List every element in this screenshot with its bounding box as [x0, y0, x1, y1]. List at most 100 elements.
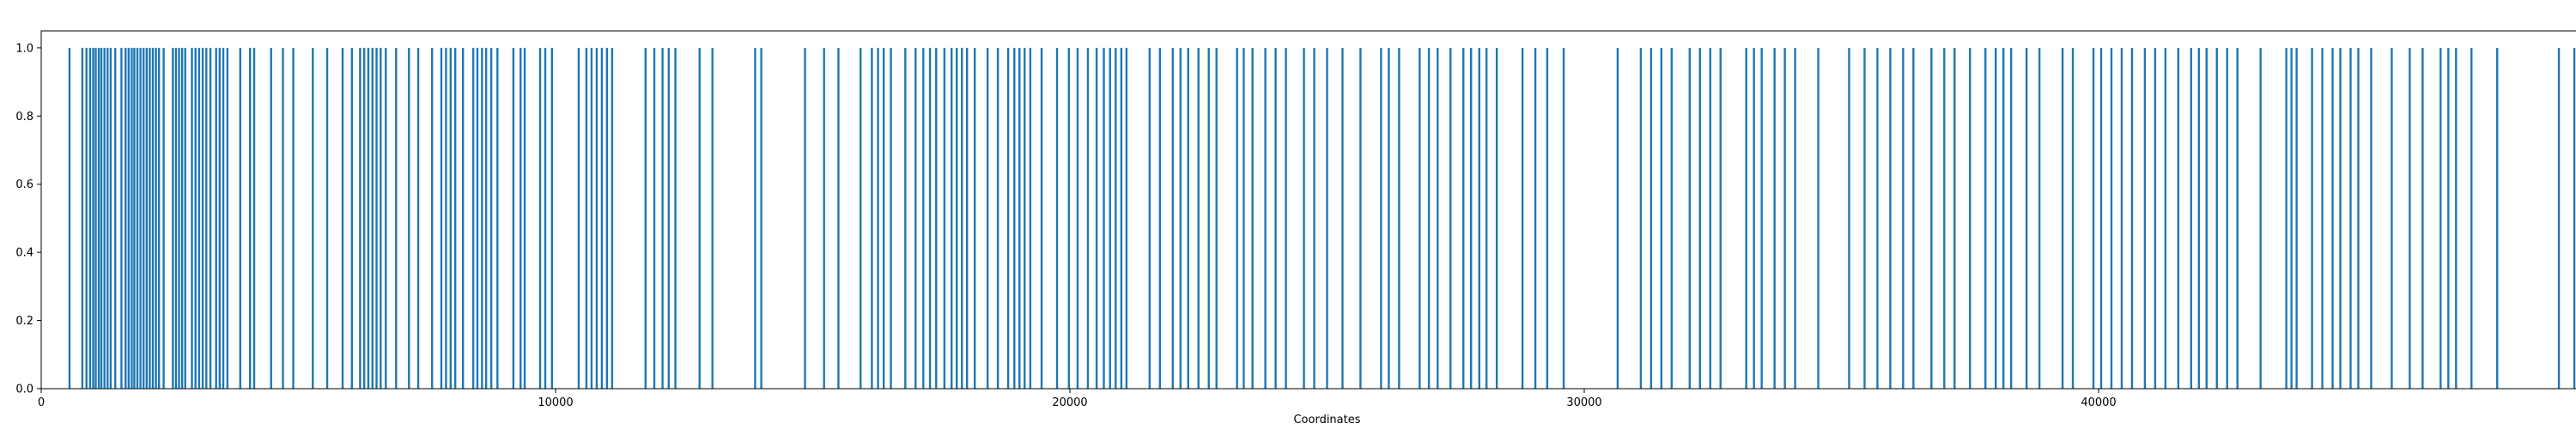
bar-181: [1794, 47, 1796, 390]
bar-113: [973, 47, 976, 390]
bar-76: [538, 47, 542, 390]
bar-15: [131, 47, 133, 390]
bar-136: [1187, 47, 1189, 390]
bar-152: [1388, 47, 1390, 390]
bar-13: [125, 47, 127, 390]
x-axis: 01000020000300004000050000: [38, 389, 2117, 409]
bar-226: [2370, 47, 2372, 390]
bar-117: [1013, 47, 1016, 390]
bar-9: [106, 47, 109, 390]
bar-194: [1995, 47, 1997, 390]
bar-234: [2496, 47, 2499, 390]
bar-154: [1419, 47, 1421, 390]
bar-105: [922, 47, 925, 390]
bar-225: [2357, 47, 2360, 390]
bar-208: [2164, 47, 2167, 390]
bar-217: [2285, 47, 2287, 390]
bar-61: [431, 47, 434, 390]
bar-46: [292, 47, 295, 390]
bar-30: [184, 47, 186, 390]
axes-frame: [40, 30, 2576, 390]
bar-35: [205, 47, 208, 390]
y-tick-label-3: 0.6: [15, 178, 33, 191]
bar-118: [1018, 47, 1021, 390]
bar-97: [837, 47, 840, 390]
bar-160: [1478, 47, 1480, 390]
bar-161: [1485, 47, 1488, 390]
bar-114: [986, 47, 989, 390]
bar-139: [1215, 47, 1218, 390]
bar-5: [94, 47, 97, 390]
bar-198: [2038, 47, 2041, 390]
bar-88: [661, 47, 664, 390]
bar-18: [139, 47, 142, 390]
bar-187: [1902, 47, 1905, 390]
bar-22: [151, 47, 155, 390]
bar-172: [1688, 47, 1691, 390]
bar-63: [445, 47, 447, 390]
bar-25: [162, 47, 165, 390]
bar-158: [1462, 47, 1465, 390]
bar-232: [2455, 47, 2458, 390]
bar-24: [157, 47, 161, 390]
bar-41: [239, 47, 242, 390]
bar-7: [100, 47, 103, 390]
bar-78: [550, 47, 554, 390]
bar-102: [890, 47, 892, 390]
x-axis-label: Coordinates: [1293, 414, 1360, 426]
bar-55: [375, 47, 378, 390]
bar-210: [2190, 47, 2193, 390]
bar-185: [1876, 47, 1879, 390]
bar-28: [178, 47, 180, 390]
bar-115: [996, 47, 999, 390]
bar-100: [877, 47, 879, 390]
bar-49: [341, 47, 344, 390]
bar-27: [174, 47, 178, 390]
bar-91: [698, 47, 701, 390]
bar-165: [1546, 47, 1549, 390]
bar-132: [1148, 47, 1151, 390]
bar-199: [2061, 47, 2064, 390]
bar-148: [1326, 47, 1328, 390]
bar-34: [201, 47, 204, 390]
bar-191: [1953, 47, 1956, 390]
bar-12: [120, 47, 123, 390]
bar-155: [1427, 47, 1431, 390]
bar-3: [88, 47, 92, 390]
bar-233: [2470, 47, 2473, 390]
bar-17: [136, 47, 139, 390]
bar-19: [143, 47, 145, 390]
bar-109: [951, 47, 953, 390]
bar-1: [81, 47, 84, 390]
bar-107: [935, 47, 938, 390]
bar-50: [350, 47, 353, 390]
bar-23: [155, 47, 157, 390]
bar-216: [2259, 47, 2262, 390]
bar-218: [2290, 47, 2293, 390]
bar-150: [1359, 47, 1362, 390]
bar-82: [595, 47, 598, 390]
bar-8: [103, 47, 106, 390]
bar-176: [1745, 47, 1747, 390]
bar-236: [2573, 47, 2576, 390]
bar-188: [1912, 47, 1915, 390]
bar-11: [114, 47, 117, 390]
bar-162: [1495, 47, 1498, 390]
bar-175: [1719, 47, 1722, 390]
bar-138: [1207, 47, 1210, 390]
bar-108: [943, 47, 946, 390]
bar-75: [523, 47, 526, 390]
bar-230: [2439, 47, 2442, 390]
bar-57: [385, 47, 387, 390]
bar-40: [226, 47, 229, 390]
bar-64: [449, 47, 452, 390]
bar-231: [2447, 47, 2450, 390]
bar-39: [222, 47, 225, 390]
x-tick-label-0: 0: [38, 396, 45, 409]
bar-69: [481, 47, 483, 390]
bar-112: [966, 47, 969, 390]
bar-70: [484, 47, 488, 390]
bar-96: [823, 47, 825, 390]
bar-36: [209, 47, 212, 390]
